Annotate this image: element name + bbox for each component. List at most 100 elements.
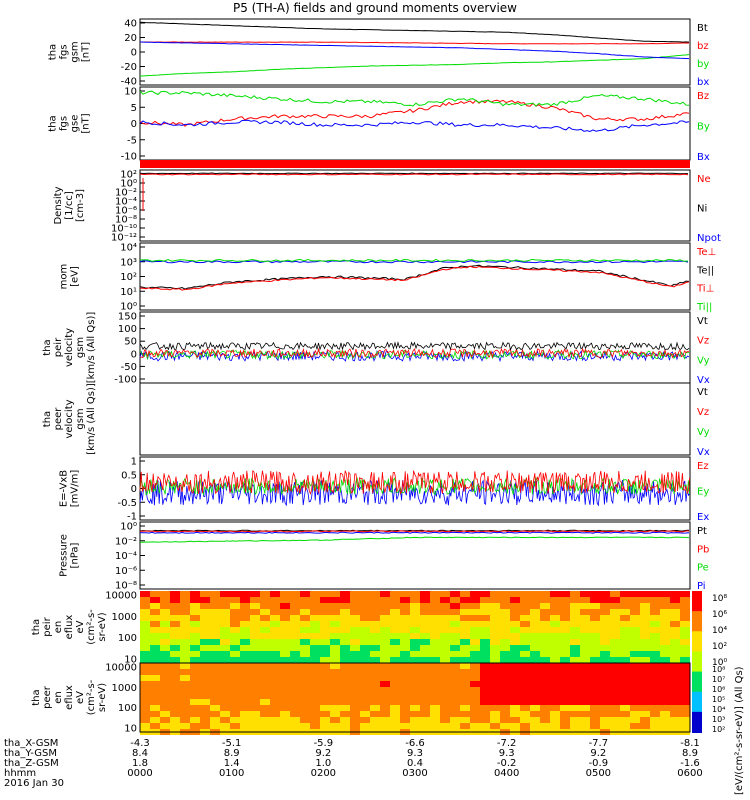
spectrogram-cell: [640, 609, 650, 615]
spectrogram-cell: [350, 711, 360, 717]
spectrogram-cell: [290, 657, 300, 663]
fgs_gse-ytick: 5: [131, 103, 137, 114]
spectrogram-cell: [560, 621, 570, 627]
spectrogram-cell: [610, 699, 620, 705]
spectrogram-cell: [650, 657, 660, 663]
spectrogram-cell: [190, 705, 200, 711]
efield-ylabel: [mV/m]: [70, 470, 81, 508]
spectrogram-cell: [430, 675, 440, 681]
spectrogram-cell: [600, 621, 610, 627]
fgs_gse-ytick: -5: [127, 135, 137, 146]
spectrogram-cell: [650, 669, 660, 675]
efield-line-ez: [139, 470, 690, 495]
spectrogram-cell: [180, 657, 190, 663]
spectrogram-cell: [300, 711, 310, 717]
efield-legend-0: Ez: [697, 461, 709, 472]
spectrogram-cell: [470, 693, 480, 699]
spectrogram-cell: [550, 639, 560, 645]
spectrogram-cell: [620, 633, 630, 639]
spectrogram-cell: [500, 705, 510, 711]
spectrogram-cell: [670, 633, 680, 639]
spectrogram-cell: [300, 633, 310, 639]
spectrogram-cell: [450, 723, 460, 729]
spectrogram-cell: [220, 645, 230, 651]
spectrogram-cell: [180, 633, 190, 639]
spectrogram-cell: [310, 603, 320, 609]
spectrogram-cell: [650, 705, 660, 711]
spectrogram-cell: [340, 639, 350, 645]
spectrogram-cell: [600, 651, 610, 657]
spectrogram-cell: [260, 669, 270, 675]
fgs_gsm-legend-3: bx: [697, 77, 709, 88]
spectrogram-cell: [660, 639, 670, 645]
spectrogram-cell: [250, 699, 260, 705]
spectrogram-cell: [620, 681, 630, 687]
fgs_gse-ytick: 0: [131, 119, 137, 130]
spectrogram-cell: [250, 627, 260, 633]
spectrogram-cell: [670, 705, 680, 711]
spectrogram-cell: [480, 663, 490, 669]
spectrogram-cell: [350, 717, 360, 723]
spectrogram-cell: [280, 651, 290, 657]
xaxis-value: 0500: [586, 768, 611, 779]
fgs_gsm-line-by: [139, 54, 690, 77]
spectrogram-cell: [450, 663, 460, 669]
density-ylabel: [cm-3]: [75, 189, 86, 222]
spectrogram-cell: [390, 663, 400, 669]
spectrogram-cell: [490, 645, 500, 651]
spectrogram-cell: [620, 663, 630, 669]
spectrogram-cell: [290, 687, 300, 693]
temperature-ylabel: [eV]: [70, 266, 81, 287]
spectrogram-cell: [340, 693, 350, 699]
spectrogram-cell: [430, 711, 440, 717]
spectrogram-cell: [590, 621, 600, 627]
spectrogram-cell: [390, 597, 400, 603]
spectrogram-cell: [490, 639, 500, 645]
spectrogram-cell: [640, 717, 650, 723]
spectrogram-cell: [280, 675, 290, 681]
efield-ytick: 0.5: [121, 470, 137, 481]
peer_spectrogram-ytick: 100: [118, 703, 137, 714]
spectrogram-cell: [500, 693, 510, 699]
spectrogram-cell: [400, 621, 410, 627]
spectrogram-cell: [320, 669, 330, 675]
spectrogram-cell: [220, 633, 230, 639]
spectrogram-cell: [200, 663, 210, 669]
spectrogram-cell: [210, 663, 220, 669]
peir_velocity-ylabel: velocity: [64, 328, 75, 367]
spectrogram-cell: [150, 717, 160, 723]
spectrogram-cell: [200, 621, 210, 627]
spectrogram-cell: [350, 681, 360, 687]
spectrogram-cell: [250, 711, 260, 717]
colorbar-segment: [692, 631, 702, 653]
pressure-ytick: 10⁻⁸: [115, 581, 137, 592]
spectrogram-cell: [370, 597, 380, 603]
spectrogram-cell: [290, 609, 300, 615]
spectrogram-cell: [180, 687, 190, 693]
spectrogram-cell: [670, 645, 680, 651]
spectrogram-cell: [260, 675, 270, 681]
spectrogram-cell: [540, 645, 550, 651]
spectrogram-cell: [440, 669, 450, 675]
spectrogram-cell: [670, 591, 680, 597]
spectrogram-cell: [240, 699, 250, 705]
spectrogram-cell: [660, 711, 670, 717]
spectrogram-cell: [510, 633, 520, 639]
spectrogram-cell: [430, 627, 440, 633]
spectrogram-cell: [630, 717, 640, 723]
spectrogram-cell: [250, 681, 260, 687]
spectrogram-cell: [460, 621, 470, 627]
spectrogram-cell: [250, 645, 260, 651]
spectrogram-cell: [510, 663, 520, 669]
spectrogram-cell: [330, 615, 340, 621]
spectrogram-cell: [560, 723, 570, 729]
spectrogram-cell: [150, 621, 160, 627]
spectrogram-cell: [310, 663, 320, 669]
spectrogram-cell: [320, 705, 330, 711]
density-legend-2: Npot: [697, 233, 721, 244]
spectrogram-cell: [180, 681, 190, 687]
spectrogram-cell: [470, 699, 480, 705]
spectrogram-cell: [170, 627, 180, 633]
spectrogram-cell: [300, 639, 310, 645]
spectrogram-cell: [200, 603, 210, 609]
